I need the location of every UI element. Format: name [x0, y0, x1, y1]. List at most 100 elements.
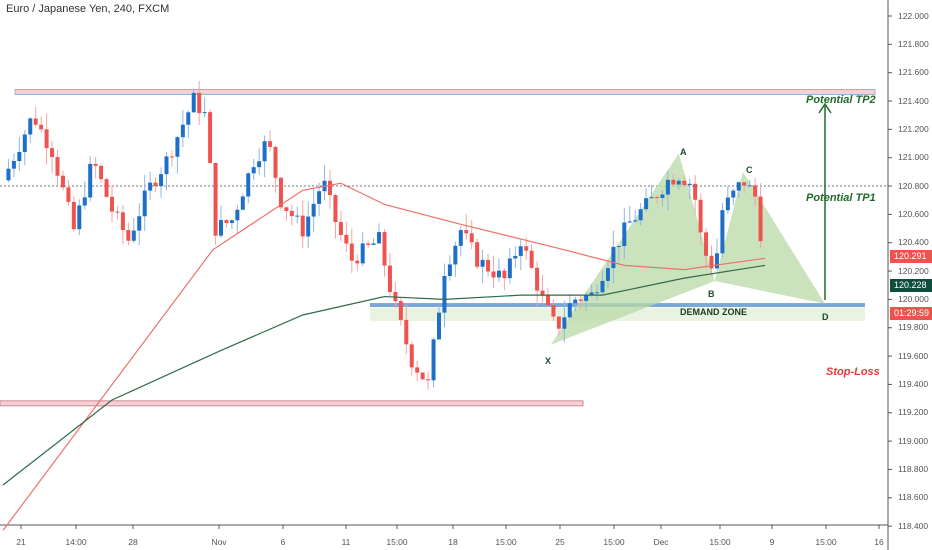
candle-body	[562, 317, 567, 329]
candle-body	[104, 179, 109, 197]
candle-body	[235, 209, 240, 221]
candle-body	[556, 316, 561, 329]
candle-body	[224, 220, 229, 223]
candle-body	[404, 319, 409, 345]
time-tick: 14:00	[65, 537, 87, 547]
candle-body	[180, 124, 185, 138]
candle-body	[284, 207, 289, 211]
candle-body	[622, 222, 627, 247]
candle-body	[507, 258, 512, 279]
candle-body	[518, 246, 523, 256]
candle-body	[355, 260, 360, 264]
candle-body	[480, 259, 485, 267]
candle-body	[486, 259, 491, 272]
candle-body	[333, 195, 338, 223]
time-tick: 9	[769, 537, 775, 547]
price-tick: 120.000	[898, 293, 929, 304]
candle-body	[420, 372, 425, 380]
candle-body	[676, 180, 681, 185]
candle-body	[191, 92, 196, 113]
candle-body	[93, 163, 98, 166]
time-tick: 6	[280, 537, 286, 547]
candle-body	[273, 146, 278, 178]
time-tick: 15:00	[709, 537, 731, 547]
candle-body	[164, 156, 169, 175]
time-tick: 11	[341, 537, 351, 547]
point-c-label: C	[746, 165, 753, 175]
time-tick: 15:00	[386, 537, 408, 547]
candle-body	[469, 233, 474, 243]
candle-body	[437, 312, 441, 340]
candle-body	[649, 197, 654, 199]
candle-body	[110, 196, 114, 212]
candle-body	[704, 232, 709, 256]
arrow-up-icon	[818, 102, 832, 114]
candle-body	[344, 234, 349, 244]
candle-body	[464, 230, 469, 234]
candle-body	[382, 232, 387, 266]
candle-body	[682, 180, 687, 186]
candle-body	[371, 243, 376, 245]
candle-body	[415, 367, 420, 373]
candle-body	[398, 301, 403, 320]
time-tick: 18	[448, 537, 458, 547]
candle-body	[747, 185, 752, 187]
candle-body	[120, 212, 125, 231]
candle-body	[409, 344, 414, 368]
candle-body	[600, 280, 605, 293]
candle-body	[551, 305, 556, 317]
time-tick: Dec	[653, 537, 669, 547]
price-tick: 120.400	[898, 237, 929, 248]
candle-body	[115, 211, 120, 213]
time-tick: 21	[16, 537, 26, 547]
candle-body	[426, 379, 431, 381]
candle-body	[431, 339, 436, 381]
price-tick: 118.600	[898, 492, 929, 503]
price-tick: 119.800	[898, 322, 929, 333]
candle-body	[736, 182, 741, 191]
pattern-xab	[550, 153, 715, 345]
price-tick: 121.600	[898, 67, 929, 78]
candle-body	[442, 275, 447, 313]
price-tick: 120.800	[898, 180, 929, 191]
candle-body	[137, 216, 142, 231]
candle-body	[475, 242, 480, 267]
pattern-bcd	[714, 171, 825, 304]
candle-body	[540, 290, 545, 296]
point-b-label: B	[708, 289, 715, 299]
candle-body	[159, 174, 164, 187]
candle-body	[605, 268, 610, 281]
candle-body	[66, 187, 71, 202]
tp2-label: Potential TP2	[806, 94, 876, 106]
candle-body	[55, 157, 60, 176]
candle-body	[126, 230, 131, 241]
candle-body	[22, 134, 27, 152]
support-zone	[0, 400, 584, 407]
candle-body	[246, 173, 251, 197]
candle-body	[317, 191, 322, 204]
ma-fast-line	[2, 182, 765, 531]
candle-body	[546, 295, 550, 306]
candle-body	[300, 215, 305, 237]
candle-body	[50, 148, 55, 158]
candle-body	[71, 201, 76, 230]
candle-body	[709, 255, 714, 269]
price-tick: 121.200	[898, 123, 929, 134]
price-tick: 121.800	[898, 38, 929, 49]
candle-body	[742, 182, 747, 186]
candle-body	[197, 92, 202, 114]
time-tick: Nov	[211, 537, 227, 547]
candle-body	[644, 198, 649, 210]
candle-body	[219, 220, 223, 236]
candle-body	[229, 220, 234, 223]
candle-body	[725, 197, 730, 211]
candle-body	[377, 232, 382, 244]
candle-body	[153, 182, 158, 187]
candle-body	[240, 196, 245, 210]
candle-body	[295, 215, 300, 217]
candle-body	[278, 177, 283, 208]
price-tick: 118.800	[898, 463, 929, 474]
candle-body	[208, 112, 213, 163]
